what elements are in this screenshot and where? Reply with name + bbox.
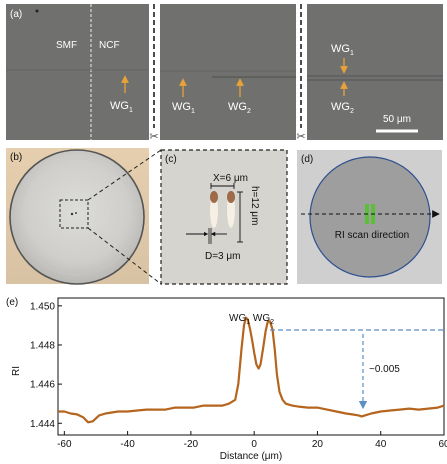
wg1-label-a2: WG1 <box>172 101 195 115</box>
y-tick-label: 1.448 <box>30 340 55 351</box>
panel-e-label: (e) <box>6 297 18 308</box>
panel-e: (e) 1.444 1.446 1.448 1.450 -60 -40 -20 0 20 40 6… <box>6 297 447 462</box>
chart-plot-frame <box>57 297 445 436</box>
d-dimension-label: D=3 μm <box>205 251 241 262</box>
y-tick-label: 1.444 <box>30 419 55 430</box>
x-tick-label: -40 <box>120 439 135 450</box>
fiber-schematic <box>309 156 431 278</box>
x-tick-label: 20 <box>312 439 324 450</box>
ri-profile-line <box>58 316 445 424</box>
panel-b: (b) <box>6 148 162 285</box>
panel-a-label: (a) <box>10 9 22 20</box>
x-tick-label: 40 <box>375 439 387 450</box>
panel-b-label: (b) <box>10 152 22 163</box>
x-axis-label: Distance (μm) <box>220 451 282 462</box>
x-dimension-label: X=6 μm <box>213 173 248 184</box>
wg2-label-a3: WG2 <box>331 101 354 115</box>
panel-d-label: (d) <box>301 154 313 165</box>
zoom-line-2 <box>87 227 162 285</box>
x-tick-label: -20 <box>184 439 199 450</box>
y-tick-label: 1.450 <box>30 301 55 312</box>
panel-c: (c) X=6 μm h=12 μm D=3 μm <box>160 149 288 285</box>
smf-label: SMF <box>56 40 77 51</box>
x-tick-label: 0 <box>251 439 257 450</box>
y-axis-label: RI <box>11 366 22 376</box>
wg2-label-a2: WG2 <box>228 101 251 115</box>
panel-a: (a) SMF NCF WG1 WG1 WG2 WG1 WG2 50 μm ✂ … <box>6 4 443 143</box>
panel-a-image-3 <box>307 4 443 140</box>
scissors-icon-1: ✂ <box>149 131 158 143</box>
x-tick-label: 60 <box>438 439 447 450</box>
wg1-label-a1: WG1 <box>110 100 133 114</box>
x-tick-label: -60 <box>57 439 72 450</box>
wg1-label-a3: WG1 <box>331 43 354 57</box>
y-axis: 1.444 1.446 1.448 1.450 <box>30 301 62 430</box>
panel-d: (d) RI scan direction <box>297 150 442 284</box>
scan-direction-label: RI scan direction <box>335 230 409 241</box>
x-axis: -60 -40 -20 0 20 40 60 <box>57 431 447 450</box>
scissors-icon-2: ✂ <box>296 131 305 143</box>
panel-a-image-2 <box>160 4 296 140</box>
peak-labels: WG1 WG2 <box>229 313 274 326</box>
zoom-line-1 <box>87 149 162 201</box>
zoom-box <box>59 199 89 229</box>
ncf-label: NCF <box>99 40 120 51</box>
y-tick-label: 1.446 <box>30 380 55 391</box>
panel-c-label: (c) <box>165 154 177 165</box>
scale-bar-label: 50 μm <box>383 114 411 125</box>
panel-a-image-1 <box>6 4 149 140</box>
delta-ri-annotation: ~0.005 <box>369 364 400 375</box>
h-dimension-label: h=12 μm <box>249 186 260 225</box>
fiber-cross-section <box>9 149 145 285</box>
